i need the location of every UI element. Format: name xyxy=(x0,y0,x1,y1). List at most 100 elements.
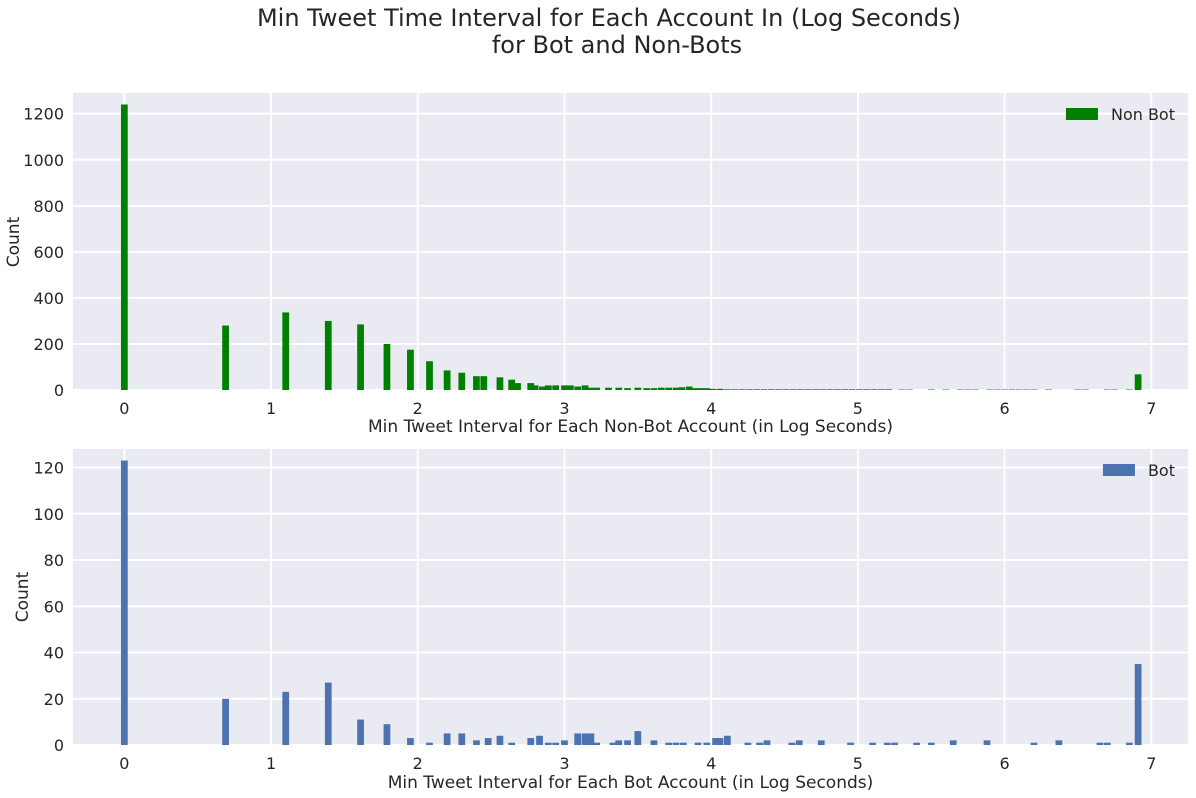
histogram-bar xyxy=(745,389,753,390)
y-tick-label: 120 xyxy=(33,459,64,478)
legend-swatch xyxy=(1102,464,1135,476)
histogram-bar xyxy=(514,383,521,390)
histogram-bar xyxy=(716,388,724,390)
histogram-bar xyxy=(536,735,543,745)
y-tick-label: 20 xyxy=(44,690,64,709)
histogram-bar xyxy=(679,742,687,745)
histogram-bar xyxy=(643,388,651,390)
histogram-bar xyxy=(723,735,731,745)
histogram-bar xyxy=(615,740,623,745)
histogram-bar xyxy=(624,740,631,745)
histogram-bar xyxy=(566,385,574,390)
histogram-bar xyxy=(716,738,724,745)
histogram-bar xyxy=(678,387,686,390)
histogram-bar xyxy=(1125,742,1133,745)
y-tick-label: 600 xyxy=(33,243,64,262)
histogram-bar xyxy=(561,385,568,390)
histogram-bar xyxy=(593,742,601,745)
y-tick-label: 0 xyxy=(54,736,64,755)
histogram-bar xyxy=(833,389,841,390)
histogram-bar xyxy=(1055,740,1063,745)
histogram-bar xyxy=(527,383,535,390)
histogram-bar xyxy=(665,742,673,745)
histogram-bar xyxy=(878,389,885,390)
histogram-bar xyxy=(983,740,991,745)
histogram-bar xyxy=(883,742,891,745)
histogram-bar xyxy=(723,389,731,390)
histogram-bar xyxy=(426,361,433,390)
histogram-bar xyxy=(811,389,819,390)
histogram-bar xyxy=(624,388,631,390)
histogram-bar xyxy=(738,389,746,390)
histogram-bar xyxy=(863,389,871,390)
histogram-bar xyxy=(885,389,893,390)
histogram-bar xyxy=(473,740,480,745)
x-tick-label: 4 xyxy=(706,754,716,773)
y-tick-label: 800 xyxy=(33,197,64,216)
histogram-bar xyxy=(634,731,642,745)
histogram-bar xyxy=(383,343,391,390)
histogram-bar xyxy=(797,389,805,390)
x-tick-label: 1 xyxy=(266,754,276,773)
plot-area xyxy=(73,93,1188,390)
histogram-bar xyxy=(767,389,775,390)
histogram-bar xyxy=(544,742,552,745)
histogram-bar xyxy=(694,742,702,745)
histogram-bar xyxy=(927,742,935,745)
histogram-bar xyxy=(703,742,711,745)
legend-label: Bot xyxy=(1148,461,1175,480)
x-tick-label: 3 xyxy=(559,399,569,418)
x-tick-label: 6 xyxy=(1000,754,1010,773)
y-tick-label: 100 xyxy=(33,505,64,524)
y-tick-label: 60 xyxy=(44,597,64,616)
histogram-bar xyxy=(855,389,863,390)
histogram-bar xyxy=(496,735,504,745)
plot-area xyxy=(73,449,1188,745)
histogram-bar xyxy=(407,349,414,390)
histogram-bar xyxy=(1103,742,1111,745)
figure-title-line2: for Bot and Non-Bots xyxy=(492,31,742,59)
histogram-bar xyxy=(804,389,812,390)
histogram-bar xyxy=(795,740,803,745)
x-tick-label: 5 xyxy=(853,754,863,773)
histogram-bar xyxy=(552,385,560,390)
histogram-bar xyxy=(782,389,790,390)
x-tick-label: 5 xyxy=(853,399,863,418)
histogram-bar xyxy=(552,742,560,745)
histogram-bar xyxy=(383,724,391,745)
x-tick-label: 2 xyxy=(413,754,423,773)
histogram-bar xyxy=(458,372,466,390)
histogram-bar xyxy=(1096,742,1104,745)
histogram-bar xyxy=(508,742,516,745)
histogram-bar xyxy=(581,733,589,745)
x-tick-label: 2 xyxy=(413,399,423,418)
histogram-bar xyxy=(282,691,290,745)
x-tick-label: 6 xyxy=(1000,399,1010,418)
y-tick-label: 1200 xyxy=(23,105,64,124)
y-axis-label: Count xyxy=(4,216,24,267)
histogram-bar xyxy=(407,738,414,745)
histogram-bar xyxy=(587,733,595,745)
histogram-bar xyxy=(731,389,739,390)
x-tick-label: 0 xyxy=(119,754,129,773)
histogram-bar xyxy=(458,733,466,745)
histogram-bar xyxy=(426,742,433,745)
legend-label: Non Bot xyxy=(1111,105,1175,124)
histogram-bar xyxy=(789,389,797,390)
histogram-bar xyxy=(756,742,763,745)
x-axis-label: Min Tweet Interval for Each Non-Bot Acco… xyxy=(368,417,893,437)
histogram-bar xyxy=(222,325,229,390)
x-axis-label: Min Tweet Interval for Each Bot Account … xyxy=(388,773,874,793)
y-tick-label: 40 xyxy=(44,644,64,663)
histogram-bar xyxy=(357,719,364,745)
x-tick-label: 7 xyxy=(1146,754,1156,773)
histogram-bar xyxy=(574,386,582,390)
histogram-bar xyxy=(697,388,705,390)
histogram-bar xyxy=(817,740,825,745)
histogram-bar xyxy=(120,104,128,390)
histogram-bar xyxy=(788,742,796,745)
x-tick-label: 4 xyxy=(706,399,716,418)
histogram-bar xyxy=(848,389,856,390)
histogram-bar xyxy=(657,387,665,390)
